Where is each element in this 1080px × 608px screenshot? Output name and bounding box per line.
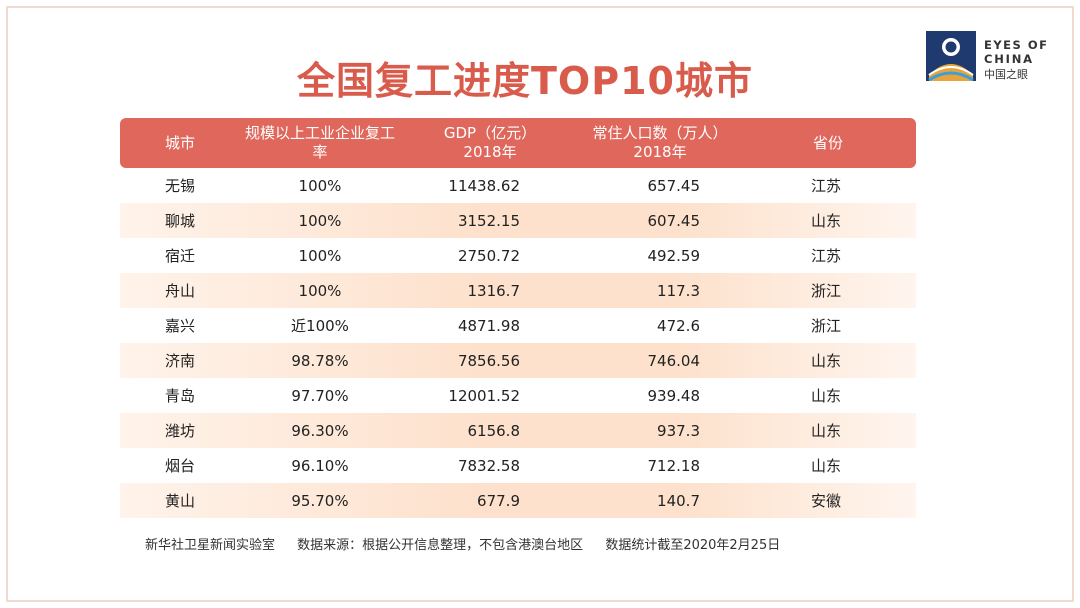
table-row: 无锡 100% 11438.62 657.45 江苏 <box>120 168 916 203</box>
cell-city: 嘉兴 <box>164 317 195 335</box>
table-row: 烟台 96.10% 7832.58 712.18 山东 <box>120 448 916 483</box>
eyes-of-china-logo: EYES OF CHINA 中国之眼 <box>926 31 1056 83</box>
cell-population: 746.04 <box>647 351 701 370</box>
cell-rate: 100% <box>298 281 342 300</box>
logo-text-line1: EYES OF <box>984 38 1049 52</box>
cell-population: 472.6 <box>657 316 700 335</box>
cell-province: 山东 <box>810 352 841 370</box>
cell-population: 937.3 <box>657 421 700 440</box>
footer-date: 数据统计截至2020年2月25日 <box>605 538 781 553</box>
table-row: 黄山 95.70% 677.9 140.7 安徽 <box>120 483 916 518</box>
logo-text-line2: CHINA <box>984 52 1034 66</box>
header-population: 常住人口数（万人） 2018年 <box>592 124 728 161</box>
footer: 新华社卫星新闻实验室 数据来源：根据公开信息整理，不包含港澳台地区 数据统计截至… <box>145 534 798 553</box>
logo-text-line3: 中国之眼 <box>984 68 1028 81</box>
page-frame <box>6 6 1074 602</box>
page-title: 全国复工进度TOP10城市 <box>297 59 753 103</box>
cell-rate: 100% <box>298 176 342 195</box>
cell-gdp: 11438.62 <box>448 176 520 195</box>
cell-gdp: 677.9 <box>477 491 520 510</box>
cell-rate: 100% <box>298 211 342 230</box>
cell-city: 济南 <box>164 352 195 370</box>
cell-city: 潍坊 <box>164 422 195 440</box>
cell-city: 青岛 <box>164 387 195 405</box>
cell-population: 712.18 <box>647 456 701 475</box>
cell-city: 舟山 <box>164 282 195 300</box>
cell-gdp: 7856.56 <box>457 351 520 370</box>
cell-population: 607.45 <box>647 211 701 230</box>
cell-rate: 近100% <box>291 317 349 335</box>
cell-rate: 96.10% <box>291 456 349 475</box>
cell-province: 浙江 <box>810 317 841 335</box>
table-row: 济南 98.78% 7856.56 746.04 山东 <box>120 343 916 378</box>
cell-city: 黄山 <box>164 492 195 510</box>
table-row: 聊城 100% 3152.15 607.45 山东 <box>120 203 916 238</box>
cell-province: 山东 <box>810 212 841 230</box>
cell-rate: 96.30% <box>291 421 349 440</box>
footer-source: 数据来源：根据公开信息整理，不包含港澳台地区 <box>297 538 584 553</box>
table-header: 城市 规模以上工业企业复工率 GDP（亿元） 2018年 常住人口数（万人） 2… <box>120 118 916 168</box>
table-body: 无锡 100% 11438.62 657.45 江苏 聊城 100% 3152.15 607.4… <box>120 168 916 518</box>
table-row: 嘉兴 近100% 4871.98 472.6 浙江 <box>120 308 916 343</box>
table-row: 宿迁 100% 2750.72 492.59 江苏 <box>120 238 916 273</box>
cell-population: 657.45 <box>647 176 701 195</box>
cell-gdp: 7832.58 <box>457 456 520 475</box>
cell-province: 江苏 <box>810 247 841 265</box>
cell-gdp: 2750.72 <box>457 246 520 265</box>
cell-city: 聊城 <box>164 212 195 230</box>
table-row: 青岛 97.70% 12001.52 939.48 山东 <box>120 378 916 413</box>
cell-province: 江苏 <box>810 177 841 195</box>
footer-credit: 新华社卫星新闻实验室 <box>145 538 276 553</box>
cell-city: 烟台 <box>164 457 195 475</box>
header-rate: 规模以上工业企业复工率 <box>244 124 395 161</box>
header-province: 省份 <box>812 133 843 152</box>
cell-city: 宿迁 <box>164 247 195 265</box>
cell-rate: 97.70% <box>291 386 349 405</box>
data-table: 城市 规模以上工业企业复工率 GDP（亿元） 2018年 常住人口数（万人） 2… <box>120 118 916 518</box>
cell-province: 山东 <box>810 387 841 405</box>
cell-population: 492.59 <box>647 246 701 265</box>
table-row: 潍坊 96.30% 6156.8 937.3 山东 <box>120 413 916 448</box>
cell-province: 安徽 <box>810 492 841 510</box>
cell-rate: 98.78% <box>291 351 349 370</box>
cell-province: 浙江 <box>810 282 841 300</box>
cell-province: 山东 <box>810 457 841 475</box>
cell-rate: 95.70% <box>291 491 349 510</box>
cell-province: 山东 <box>810 422 841 440</box>
cell-rate: 100% <box>298 246 342 265</box>
cell-population: 140.7 <box>657 491 700 510</box>
cell-gdp: 4871.98 <box>457 316 520 335</box>
cell-population: 939.48 <box>647 386 701 405</box>
cell-city: 无锡 <box>164 177 195 195</box>
cell-gdp: 6156.8 <box>467 421 521 440</box>
table-row: 舟山 100% 1316.7 117.3 浙江 <box>120 273 916 308</box>
cell-gdp: 1316.7 <box>467 281 521 300</box>
cell-gdp: 3152.15 <box>457 211 520 230</box>
header-gdp: GDP（亿元） 2018年 <box>443 124 537 161</box>
cell-population: 117.3 <box>657 281 700 300</box>
cell-gdp: 12001.52 <box>448 386 520 405</box>
eyes-of-china-logo-mark <box>926 31 976 81</box>
header-city: 城市 <box>164 133 195 152</box>
